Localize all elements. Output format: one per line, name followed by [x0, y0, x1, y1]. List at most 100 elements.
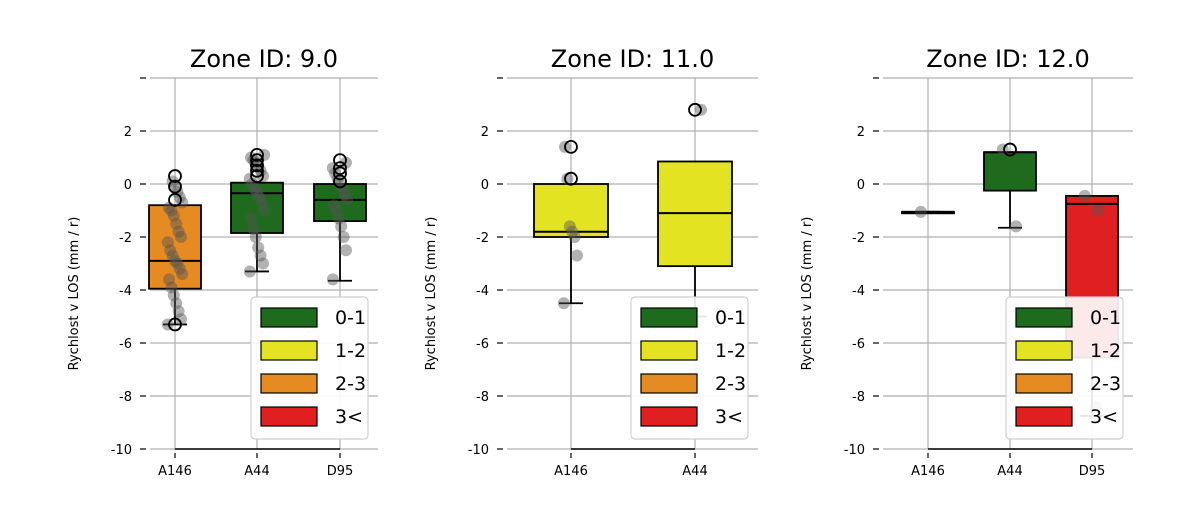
- legend-swatch: [640, 340, 698, 361]
- legend-swatch: [260, 340, 318, 361]
- y-tick-label: -8: [852, 390, 865, 405]
- data-point: [257, 257, 269, 270]
- outlier-marker: [564, 171, 578, 186]
- outlier-marker: [250, 158, 264, 173]
- data-point: [335, 220, 348, 233]
- data-point: [337, 231, 350, 243]
- outlier-marker: [168, 169, 182, 183]
- legend-label: 1-2: [715, 340, 746, 362]
- data-point: [557, 297, 570, 310]
- legend-swatch: [260, 373, 318, 394]
- legend-label: 1-2: [335, 340, 366, 362]
- outlier-marker: [250, 147, 264, 162]
- x-tick-label: A44: [997, 464, 1022, 479]
- box-A146: [901, 205, 955, 218]
- data-point: [563, 220, 576, 233]
- subplot-1: 2 0 -2 -4 -6 -8 -10 A146 A44 D95 Zone ID: 9.0 Rychl…: [67, 45, 378, 479]
- y-tick-label: -2: [119, 231, 132, 246]
- legend-swatch: [640, 307, 698, 328]
- data-point: [254, 249, 267, 262]
- box-A44: [983, 142, 1037, 233]
- data-point: [243, 172, 256, 185]
- data-point: [165, 204, 178, 217]
- subplot-title: Zone ID: 12.0: [926, 45, 1089, 73]
- data-point: [175, 313, 187, 326]
- data-point: [173, 262, 186, 275]
- data-point: [165, 281, 178, 294]
- data-point: [175, 231, 187, 243]
- data-point: [341, 193, 354, 206]
- y-tick-label: -6: [476, 337, 489, 352]
- outlier-marker: [1003, 142, 1017, 157]
- y-tick-label: -8: [119, 390, 132, 405]
- legend-frame: [1005, 296, 1124, 440]
- box-A146: [533, 139, 609, 310]
- data-point: [328, 199, 340, 212]
- data-point: [167, 209, 180, 222]
- box-rect: [533, 183, 609, 238]
- data-point: [170, 217, 183, 230]
- legend-swatch: [260, 406, 318, 427]
- y-tick-label: 0: [857, 178, 865, 193]
- data-point: [1010, 220, 1022, 233]
- data-point: [255, 196, 268, 209]
- x-tick-label: A44: [682, 464, 707, 479]
- data-point: [252, 241, 265, 254]
- data-point: [163, 201, 175, 214]
- legend-label: 1-2: [1090, 340, 1121, 362]
- y-tick-label: -6: [119, 337, 132, 352]
- subplot-title: Zone ID: 9.0: [190, 45, 338, 73]
- y-tick-label: 0: [124, 178, 132, 193]
- data-point: [161, 236, 174, 249]
- legend: 0-1 1-2 2-3 3<: [250, 296, 369, 440]
- data-point: [568, 231, 581, 243]
- outlier-marker: [250, 169, 264, 183]
- data-point: [164, 244, 177, 257]
- legend-label: 0-1: [335, 307, 366, 329]
- legend-label: 0-1: [715, 307, 746, 329]
- data-point: [253, 191, 266, 204]
- legend-swatch: [1015, 406, 1073, 427]
- legend: 0-1 1-2 2-3 3<: [630, 296, 749, 440]
- data-point: [566, 225, 579, 238]
- legend-swatch: [640, 373, 698, 394]
- y-axis-label: Rychlost v LOS (mm / r): [800, 217, 815, 371]
- data-point: [258, 204, 271, 217]
- data-point: [172, 225, 185, 238]
- y-tick-label: -10: [844, 443, 865, 458]
- data-point: [247, 223, 260, 236]
- legend-swatch: [1015, 307, 1073, 328]
- legend-label: 3<: [1090, 406, 1118, 428]
- y-tick-label: -4: [119, 284, 132, 299]
- data-point: [340, 244, 352, 257]
- legend-frame: [250, 296, 369, 440]
- legend-label: 2-3: [715, 373, 746, 395]
- legend-frame: [630, 296, 749, 440]
- data-point: [326, 273, 339, 286]
- data-point: [1092, 204, 1104, 217]
- box-A44: [230, 147, 284, 278]
- outlier-marker: [250, 153, 264, 168]
- box-rect: [230, 181, 284, 234]
- data-point: [245, 212, 257, 225]
- outlier-marker: [333, 166, 347, 181]
- data-point: [338, 188, 351, 201]
- y-tick-label: 2: [857, 125, 865, 140]
- data-point: [169, 180, 181, 193]
- legend-label: 0-1: [1090, 307, 1121, 329]
- data-point: [243, 265, 256, 278]
- legend-swatch: [1015, 373, 1073, 394]
- outlier-marker: [250, 163, 264, 178]
- box-rect: [983, 151, 1037, 192]
- y-axis-label: Rychlost v LOS (mm / r): [424, 217, 439, 371]
- data-point: [561, 172, 574, 185]
- y-tick-label: -8: [476, 390, 489, 405]
- outlier-marker: [168, 192, 182, 207]
- x-tick-label: D95: [327, 464, 354, 479]
- data-point: [336, 183, 349, 196]
- subplot-2: 2 0 -2 -4 -6 -8 -10 A146 A44 Zone ID: 11.0 Rychlos…: [424, 45, 758, 479]
- legend-label: 2-3: [1090, 373, 1121, 395]
- y-tick-label: -6: [852, 337, 865, 352]
- data-point: [176, 196, 189, 209]
- outlier-marker: [333, 153, 347, 168]
